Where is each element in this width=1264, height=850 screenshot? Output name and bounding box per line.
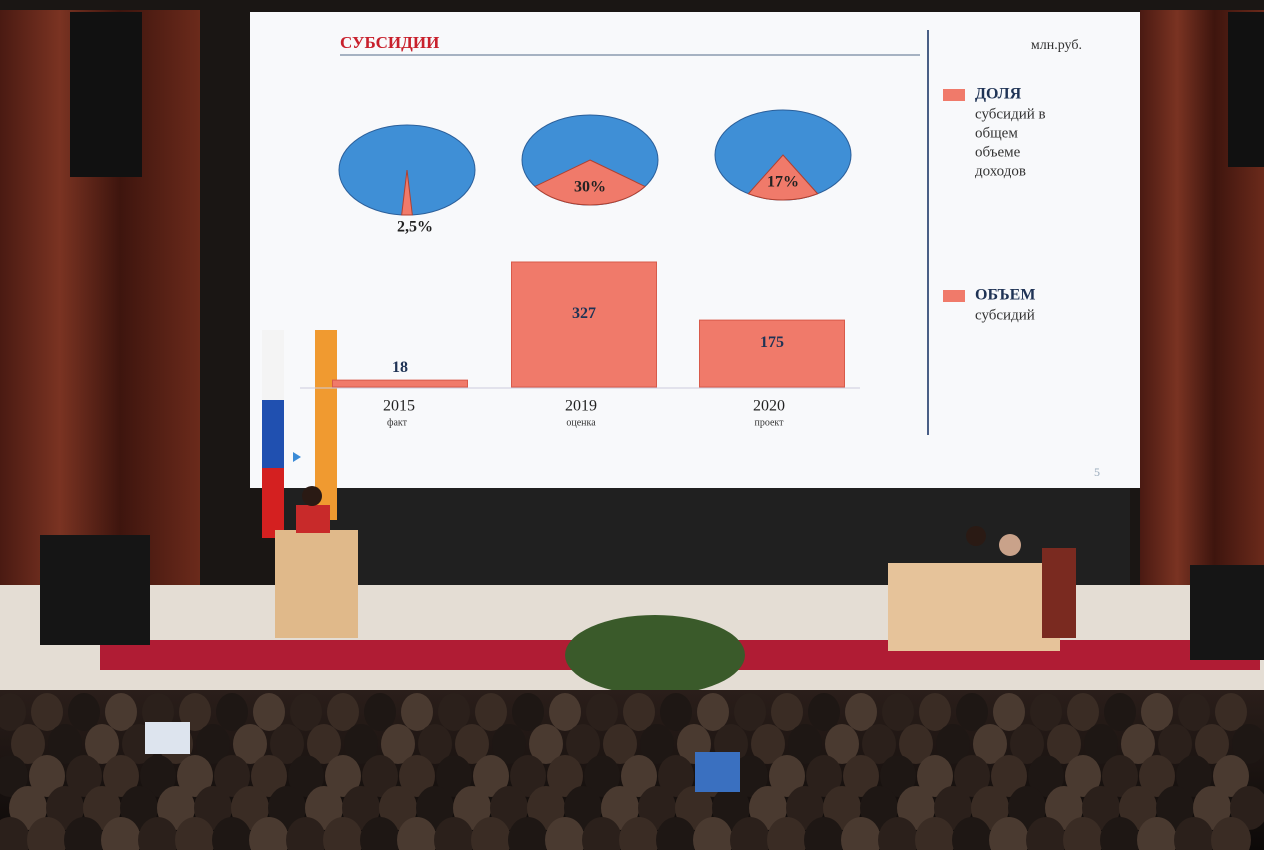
head [31,693,63,731]
head [475,693,507,731]
head [808,693,840,731]
head [364,693,396,731]
legend-text: общем [975,125,1018,141]
head [105,693,137,731]
legend-text: объеме [975,144,1021,160]
pie-label: 30% [574,179,606,196]
head [327,693,359,731]
head [1141,693,1173,731]
speaker [70,12,142,177]
page-number: 5 [1094,465,1100,479]
legend-text: субсидий [975,307,1035,323]
head [68,693,100,731]
flag [262,330,284,400]
head [1215,693,1247,731]
screen [250,12,1140,488]
head [216,693,248,731]
head [290,693,322,731]
head [512,693,544,731]
head [1178,693,1210,731]
head [771,693,803,731]
head [623,693,655,731]
head [660,693,692,731]
person-head [999,534,1021,556]
legend-text: доходов [975,163,1026,179]
bar [700,320,845,387]
head [549,693,581,731]
bar-label: 18 [392,359,408,376]
speaker-head [302,486,322,506]
slide-title: СУБСИДИИ [340,33,439,52]
presidium-table [888,563,1060,651]
pie-label: 17% [767,174,799,191]
head [882,693,914,731]
x-label: 2015 [383,398,415,415]
monitor-speaker [1190,565,1264,660]
speaker-person [296,505,330,533]
head [1067,693,1099,731]
head [734,693,766,731]
speaker [1228,12,1264,167]
head [438,693,470,731]
pie: 30% [522,115,658,205]
x-label: 2019 [565,398,597,415]
monitor-speaker [40,535,150,645]
podium [275,530,358,638]
audience-heads [0,693,1264,850]
x-sublabel: факт [387,417,408,428]
laptop [145,722,190,754]
legend-text: субсидий в [975,106,1046,122]
pie: 17% [715,110,851,200]
legend-swatch [943,89,965,101]
head [401,693,433,731]
person-head [966,526,986,546]
head [845,693,877,731]
x-sublabel: проект [754,417,784,428]
bar-label: 327 [572,305,596,322]
legend-name: ОБЪЕМ [975,287,1035,304]
photo: СУБСИДИИ млн.руб. 5 2,5% 30% 17% 18 2015 факт… [0,0,1264,850]
legend-swatch [943,290,965,302]
laptop [695,752,740,792]
head [993,693,1025,731]
unit: млн.руб. [1031,38,1082,53]
chair [1042,548,1076,638]
head [586,693,618,731]
head [919,693,951,731]
flag [262,400,284,468]
head [1030,693,1062,731]
legend-name: ДОЛЯ [975,86,1022,103]
head [253,693,285,731]
head [697,693,729,731]
x-label: 2020 [753,398,785,415]
head [1104,693,1136,731]
bar [333,380,468,387]
head [956,693,988,731]
x-sublabel: оценка [566,417,596,428]
flowers [565,615,745,695]
bar-label: 175 [760,334,784,351]
bar [512,262,657,387]
pie-label: 2,5% [397,219,433,236]
